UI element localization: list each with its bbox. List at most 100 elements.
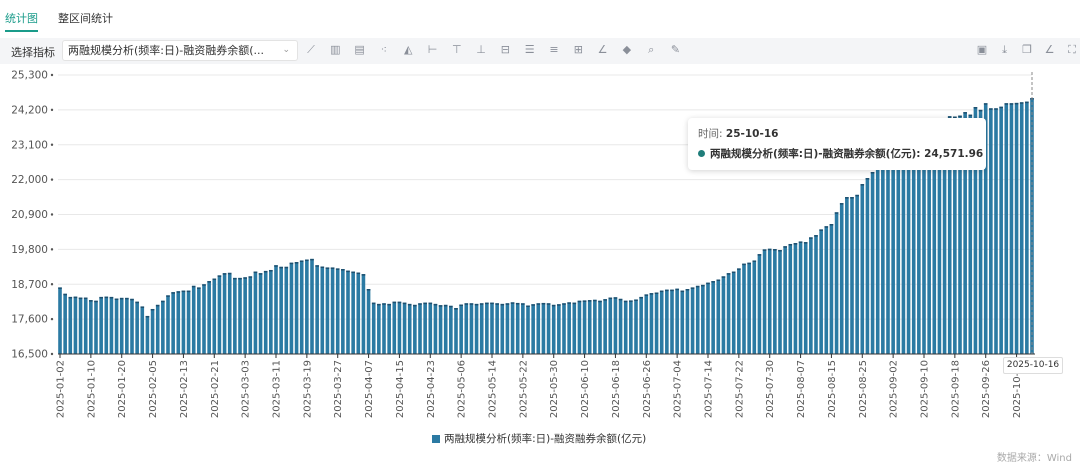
bar-top	[279, 266, 283, 269]
bar	[161, 300, 165, 354]
bar-top	[855, 194, 859, 197]
bar-top	[824, 226, 829, 228]
bar-top	[773, 249, 777, 251]
draw-icon[interactable]: ∠	[1044, 43, 1055, 56]
bar-top	[371, 302, 376, 305]
x-tick-label: 2025-04-07	[364, 360, 375, 418]
bar-top	[227, 272, 232, 275]
copy-icon[interactable]: ❐	[1022, 43, 1032, 56]
bar-top	[598, 300, 602, 303]
bar-top	[711, 281, 715, 283]
bar	[63, 293, 67, 354]
bar-top	[140, 306, 145, 308]
legend-label: 两融规模分析(频率:日)-融资融券余额(亿元)	[444, 433, 647, 445]
area-chart-icon[interactable]: ◭	[403, 43, 413, 56]
export-image-icon[interactable]: ▣	[976, 43, 988, 56]
download-icon[interactable]: ⤓	[1002, 43, 1007, 56]
select-indicator-label: 选择指标	[11, 46, 55, 59]
line-chart-icon[interactable]: ⟋	[307, 43, 315, 56]
bar	[587, 300, 592, 354]
x-tick-label: 2025-09-18	[950, 360, 961, 418]
y-tick-mark	[50, 108, 54, 112]
bar-top	[443, 304, 448, 307]
scatter-icon[interactable]: ⁖	[380, 43, 388, 56]
bar	[495, 303, 499, 354]
bar-top	[639, 296, 643, 299]
bar	[875, 166, 880, 354]
bar	[181, 290, 186, 354]
bar	[634, 299, 638, 354]
bar	[654, 292, 659, 354]
x-tick-label: 2025-01-10	[86, 360, 97, 418]
bar-top	[407, 303, 412, 306]
min-line-icon[interactable]: ⊥	[476, 43, 486, 56]
x-tick-label: 2025-06-26	[642, 360, 653, 418]
indicator-select[interactable]: 两融规模分析(频率:日)-融资融券余额(... ⌄	[62, 40, 298, 61]
bar	[788, 243, 793, 354]
bar	[125, 297, 129, 354]
bar-top	[803, 242, 808, 244]
bar-top	[171, 292, 175, 294]
bar-top	[983, 103, 988, 105]
bar	[989, 108, 993, 355]
legend-item[interactable]: 两融规模分析(频率:日)-融资融券余额(亿元)	[432, 431, 646, 446]
max-line-icon[interactable]: ⊤	[452, 43, 462, 56]
bar-top	[582, 300, 587, 302]
bar-top	[839, 203, 844, 205]
table-icon[interactable]: ≡	[549, 43, 559, 56]
bar-top	[706, 282, 710, 285]
fullscreen-icon[interactable]: ⛶	[1068, 43, 1076, 56]
bar-top	[994, 108, 998, 110]
bar	[315, 265, 319, 354]
tooltip-time-label: 时间:	[698, 128, 726, 140]
bar	[474, 303, 479, 354]
bar-top	[783, 246, 787, 248]
avg-line-icon[interactable]: ⊟	[500, 43, 510, 56]
x-tick-label: 2025-01-20	[117, 360, 128, 418]
bar-top	[397, 301, 402, 304]
add-series-icon[interactable]: ⊞	[573, 43, 583, 56]
bar-chart-icon[interactable]: ▥	[330, 43, 341, 56]
bar	[618, 298, 623, 354]
bar	[212, 278, 217, 354]
bar-top	[155, 304, 160, 307]
bar	[778, 250, 782, 354]
x-tick-label: 2025-06-10	[580, 360, 591, 418]
bar-top	[335, 268, 340, 270]
fill-color-icon[interactable]: ◆	[622, 43, 632, 56]
stacked-bar-icon[interactable]: ▤	[354, 43, 365, 56]
x-tick-label: 2025-04-15	[395, 360, 406, 418]
bar-top	[269, 269, 273, 272]
bar-top	[793, 243, 798, 245]
bar-top	[253, 271, 258, 274]
bar-top	[109, 296, 114, 299]
bar-marker-icon[interactable]: ⊢	[427, 43, 438, 56]
bar	[438, 305, 443, 354]
bar-top	[968, 114, 973, 117]
bar	[253, 271, 258, 354]
bar-top	[675, 288, 679, 291]
bar	[593, 299, 597, 354]
chevron-down-icon: ⌄	[282, 45, 290, 55]
bar	[454, 308, 458, 354]
bar-top	[222, 273, 227, 275]
bar	[958, 115, 962, 354]
bar	[310, 258, 314, 354]
tab-interval-stats[interactable]: 整区间统计	[58, 12, 113, 25]
bar	[397, 301, 402, 354]
x-tick-label: 2025-03-19	[302, 360, 313, 418]
bar	[942, 119, 947, 355]
bar-top	[670, 289, 674, 292]
trend-line-icon[interactable]: ∠	[597, 43, 608, 56]
list-icon[interactable]: ☰	[524, 43, 535, 56]
bar	[341, 269, 345, 354]
zoom-search-icon[interactable]: ⌕	[648, 43, 655, 56]
bar-top	[521, 303, 525, 305]
bar-top	[716, 279, 721, 281]
settings-wrench-icon[interactable]: ✎	[670, 43, 681, 56]
tab-chart[interactable]: 统计图	[5, 12, 38, 32]
bar-top	[623, 300, 628, 303]
bar-top	[721, 276, 726, 278]
bar-top	[83, 297, 88, 300]
